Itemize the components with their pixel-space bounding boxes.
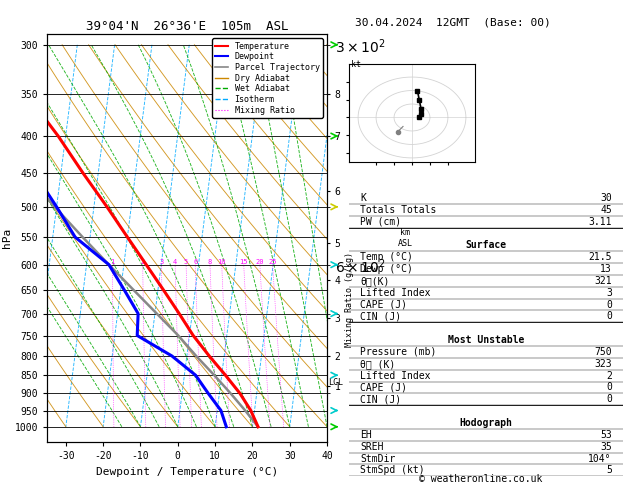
Text: CAPE (J): CAPE (J) (360, 299, 407, 310)
Text: StmDir: StmDir (360, 453, 395, 464)
Text: K: K (360, 193, 366, 203)
Text: 0: 0 (606, 312, 612, 321)
Text: Totals Totals: Totals Totals (360, 205, 437, 215)
Text: 35: 35 (600, 442, 612, 451)
Text: StmSpd (kt): StmSpd (kt) (360, 466, 425, 475)
X-axis label: Dewpoint / Temperature (°C): Dewpoint / Temperature (°C) (96, 467, 278, 477)
Text: CIN (J): CIN (J) (360, 312, 401, 321)
Text: 1: 1 (110, 259, 114, 265)
Text: 750: 750 (594, 347, 612, 357)
Text: © weatheronline.co.uk: © weatheronline.co.uk (420, 473, 543, 484)
Text: 0: 0 (606, 382, 612, 392)
Y-axis label: km
ASL: km ASL (398, 228, 413, 248)
Text: 10: 10 (218, 259, 226, 265)
Text: 30: 30 (600, 193, 612, 203)
Text: LCL: LCL (328, 378, 343, 387)
Text: Temp (°C): Temp (°C) (360, 252, 413, 262)
Title: 39°04'N  26°36'E  105m  ASL: 39°04'N 26°36'E 105m ASL (86, 20, 288, 33)
Text: θᴇ (K): θᴇ (K) (360, 359, 395, 369)
Text: 15: 15 (240, 259, 248, 265)
Text: 323: 323 (594, 359, 612, 369)
Text: 6: 6 (193, 259, 198, 265)
Text: Dewp (°C): Dewp (°C) (360, 264, 413, 274)
Text: 21.5: 21.5 (588, 252, 612, 262)
Text: 30.04.2024  12GMT  (Base: 00): 30.04.2024 12GMT (Base: 00) (355, 17, 551, 27)
Text: Lifted Index: Lifted Index (360, 371, 430, 381)
Text: Mixing Ratio (g/kg): Mixing Ratio (g/kg) (345, 252, 354, 347)
Text: CAPE (J): CAPE (J) (360, 382, 407, 392)
Text: 4: 4 (173, 259, 177, 265)
Text: PW (cm): PW (cm) (360, 217, 401, 226)
Text: 13: 13 (600, 264, 612, 274)
Y-axis label: hPa: hPa (2, 228, 12, 248)
Text: Most Unstable: Most Unstable (448, 335, 524, 345)
Text: 0: 0 (606, 394, 612, 404)
Text: 53: 53 (600, 430, 612, 440)
Text: 0: 0 (606, 299, 612, 310)
Text: 25: 25 (269, 259, 277, 265)
Text: 3: 3 (606, 288, 612, 297)
Text: 2: 2 (140, 259, 145, 265)
Text: 8: 8 (208, 259, 212, 265)
Text: SREH: SREH (360, 442, 384, 451)
Legend: Temperature, Dewpoint, Parcel Trajectory, Dry Adiabat, Wet Adiabat, Isotherm, Mi: Temperature, Dewpoint, Parcel Trajectory… (212, 38, 323, 118)
Text: kt: kt (351, 60, 361, 69)
Text: Surface: Surface (465, 240, 506, 250)
Text: 321: 321 (594, 276, 612, 286)
Text: Hodograph: Hodograph (459, 418, 513, 428)
Text: θᴇ(K): θᴇ(K) (360, 276, 389, 286)
Text: 104°: 104° (588, 453, 612, 464)
Text: CIN (J): CIN (J) (360, 394, 401, 404)
Text: EH: EH (360, 430, 372, 440)
Text: 45: 45 (600, 205, 612, 215)
Text: 3: 3 (159, 259, 164, 265)
Text: 20: 20 (255, 259, 264, 265)
Text: Lifted Index: Lifted Index (360, 288, 430, 297)
Text: 5: 5 (606, 466, 612, 475)
Text: 3.11: 3.11 (588, 217, 612, 226)
Text: 5: 5 (184, 259, 188, 265)
Text: Pressure (mb): Pressure (mb) (360, 347, 437, 357)
Text: 2: 2 (606, 371, 612, 381)
